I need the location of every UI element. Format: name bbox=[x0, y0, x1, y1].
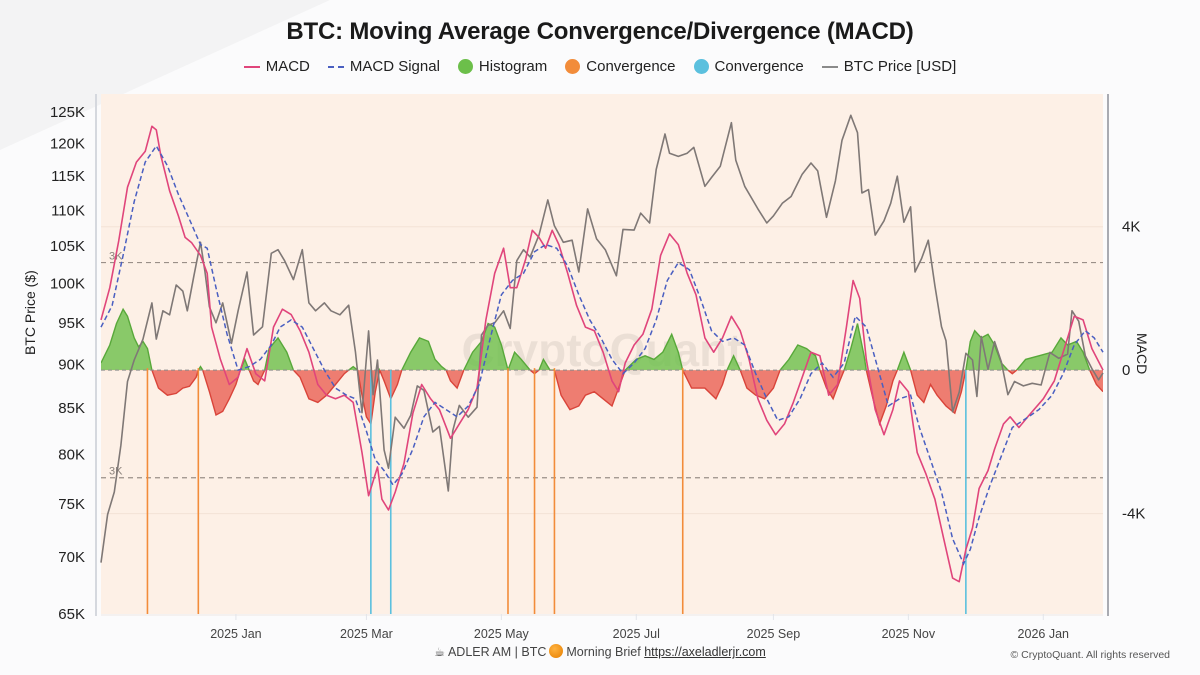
x-tick-label: 2025 Sep bbox=[747, 627, 801, 641]
legend-item-histogram[interactable]: Histogram bbox=[457, 58, 548, 75]
copyright-notice: © CryptoQuant. All rights reserved bbox=[1010, 649, 1170, 661]
threshold-label: 3K bbox=[109, 466, 123, 478]
y-left-tick-label: 90K bbox=[58, 356, 85, 373]
y-left-tick-label: 105K bbox=[50, 238, 85, 255]
footer-brand: ADLER AM | BTC bbox=[447, 645, 547, 659]
legend-item-convergence[interactable]: Convergence bbox=[565, 58, 676, 75]
y-left-tick-label: 70K bbox=[58, 549, 85, 566]
x-tick-label: 2025 Jan bbox=[210, 627, 261, 641]
legend-label: MACD bbox=[265, 58, 310, 75]
y-right-tick-label: -4K bbox=[1122, 506, 1145, 523]
y-left-tick-label: 80K bbox=[58, 447, 85, 464]
x-tick-label: 2025 May bbox=[474, 627, 530, 641]
legend-label: Convergence bbox=[714, 58, 804, 75]
x-tick-label: 2025 Nov bbox=[882, 627, 936, 641]
legend-swatch-icon bbox=[821, 65, 838, 68]
y-left-tick-label: 85K bbox=[58, 400, 85, 417]
legend-swatch-icon bbox=[243, 65, 260, 68]
coffee-cup-icon: ☕ bbox=[434, 645, 445, 659]
legend-label: BTC Price [USD] bbox=[843, 58, 957, 75]
chart-title: BTC: Moving Average Convergence/Divergen… bbox=[286, 18, 914, 45]
x-tick-label: 2025 Jul bbox=[613, 627, 660, 641]
legend-item-convergence[interactable]: Convergence bbox=[693, 58, 804, 75]
y-left-tick-label: 100K bbox=[50, 275, 85, 292]
y-left-tick-label: 120K bbox=[50, 136, 85, 153]
legend-swatch-icon bbox=[457, 59, 473, 74]
footer-brief: Morning Brief bbox=[566, 645, 641, 659]
footer-branding: ☕ ADLER AM | BTC Morning Brief https://axe… bbox=[0, 644, 1200, 659]
legend: MACD MACD Signal Histogram Convergence Conve… bbox=[0, 58, 1200, 75]
legend-label: Convergence bbox=[586, 58, 676, 75]
y-right-tick-label: 4K bbox=[1122, 219, 1140, 236]
legend-item-macd-signal[interactable]: MACD Signal bbox=[327, 58, 440, 75]
histogram-positive-outline bbox=[101, 307, 1091, 371]
y-left-tick-label: 115K bbox=[51, 168, 85, 185]
legend-swatch-icon bbox=[565, 59, 581, 74]
y-left-tick-label: 125K bbox=[50, 104, 85, 121]
bitcoin-coin-icon bbox=[549, 644, 564, 658]
histogram-negative-outline bbox=[151, 370, 1103, 427]
macd-line bbox=[100, 125, 1104, 583]
histogram-positive-area bbox=[101, 309, 1090, 371]
background-diagonal-shape bbox=[0, 0, 330, 150]
legend-item-btc-price-usd[interactable]: BTC Price [USD] bbox=[821, 58, 957, 75]
y-left-tick-label: 75K bbox=[58, 496, 85, 513]
y-axis-left-title: BTC Price ($) bbox=[22, 270, 38, 355]
legend-label: Histogram bbox=[478, 58, 548, 75]
y-left-tick-label: 110K bbox=[51, 202, 85, 219]
y-left-tick-label: 95K bbox=[58, 315, 85, 332]
x-tick-label: 2025 Mar bbox=[340, 627, 393, 641]
legend-item-macd[interactable]: MACD bbox=[243, 58, 310, 75]
btc-price-line bbox=[100, 114, 1104, 563]
legend-label: MACD Signal bbox=[349, 58, 440, 75]
y-axis-right-title: MACD bbox=[1134, 333, 1150, 375]
macd-signal-line bbox=[100, 144, 1104, 566]
y-right-tick-label: 0 bbox=[1122, 362, 1130, 379]
footer-link[interactable]: https://axeladlerjr.com bbox=[644, 645, 766, 659]
legend-swatch-icon bbox=[693, 59, 709, 74]
x-tick-label: 2026 Jan bbox=[1018, 627, 1069, 641]
y-left-tick-label: 65K bbox=[58, 606, 85, 623]
legend-swatch-icon bbox=[327, 65, 344, 68]
